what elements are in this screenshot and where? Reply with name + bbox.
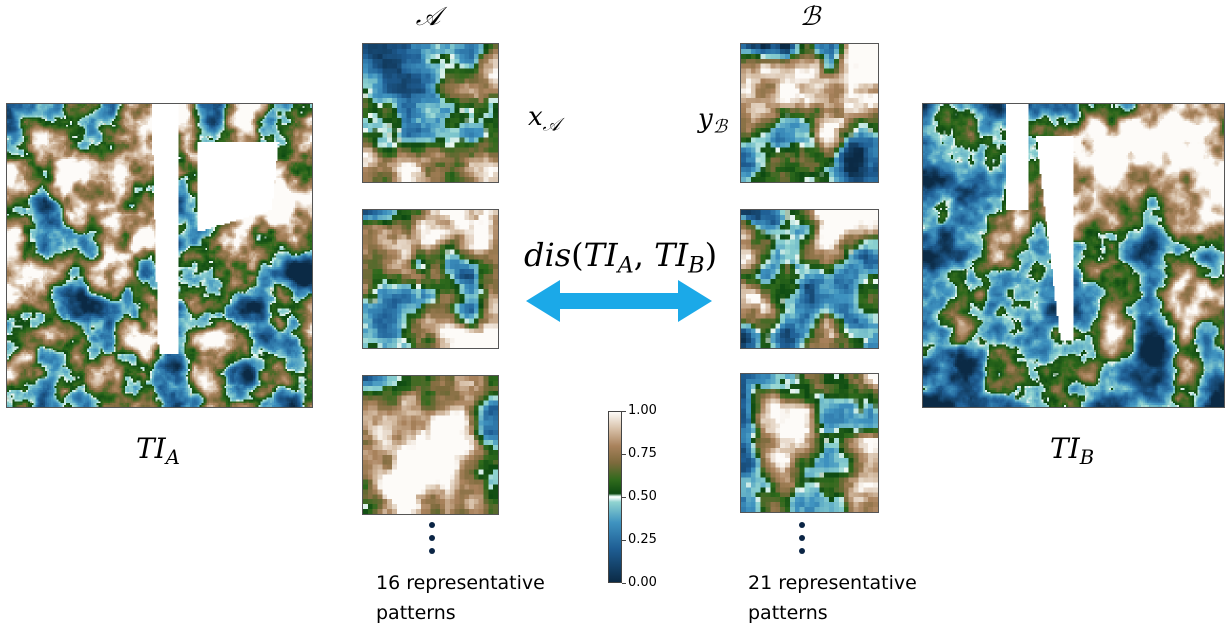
colorbar	[608, 411, 622, 583]
caption-a-line1: 16 representative	[376, 572, 545, 594]
more-patterns-b-icon	[797, 522, 807, 561]
y-b-label: yℬ	[698, 104, 728, 138]
set-a-label: 𝒜	[415, 2, 441, 32]
set-b-label: ℬ	[799, 2, 821, 32]
pattern-b-2	[740, 209, 879, 349]
pattern-b-3	[740, 373, 879, 513]
more-patterns-a-icon	[427, 522, 437, 561]
caption-b: 21 representative patterns	[748, 568, 917, 628]
pattern-a-3	[362, 375, 499, 515]
colorbar-tick-1: 1.00	[622, 403, 657, 418]
caption-b-line1: 21 representative	[748, 572, 917, 594]
colorbar-tick-2: 0.75	[622, 446, 657, 461]
training-image-a	[6, 103, 313, 408]
colorbar-tick-3: 0.50	[622, 489, 657, 504]
colorbar-tick-5: 0.00	[622, 575, 657, 590]
caption-a: 16 representative patterns	[376, 568, 545, 628]
double-arrow-icon	[526, 280, 712, 322]
ti-b-label: TIB	[1050, 432, 1095, 469]
training-image-b	[922, 103, 1225, 408]
pattern-a-2	[362, 209, 499, 349]
caption-b-line2: patterns	[748, 602, 828, 624]
x-a-label: x𝒜	[528, 102, 560, 136]
colorbar-tick-4: 0.25	[622, 532, 657, 547]
pattern-a-1	[362, 43, 499, 183]
ti-a-label: TIA	[136, 432, 180, 469]
pattern-b-1	[740, 43, 879, 183]
caption-a-line2: patterns	[376, 602, 456, 624]
distance-formula: dis(TIA, TIB)	[524, 236, 718, 279]
